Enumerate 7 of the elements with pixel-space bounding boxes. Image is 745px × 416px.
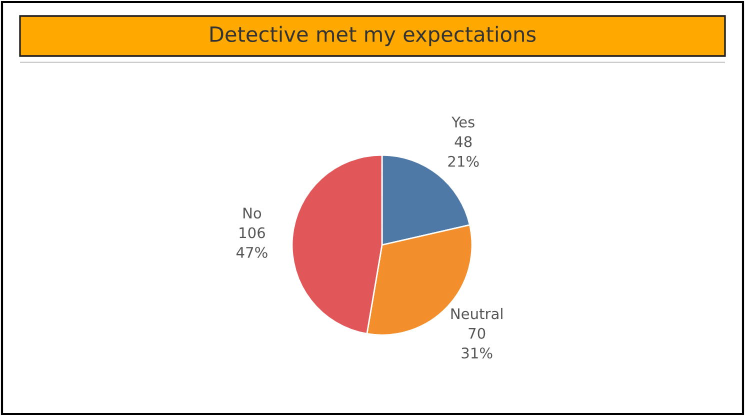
- slice-label: No: [243, 208, 262, 219]
- data-label: 106 47%: [236, 227, 268, 258]
- slice-label: Yes: [452, 116, 474, 128]
- slice-label: Neutral: [451, 308, 502, 320]
- data-label: 70 31%: [462, 328, 492, 359]
- chart-title: Detective met my expectations: [210, 26, 536, 46]
- data-label: 48 21%: [448, 136, 479, 167]
